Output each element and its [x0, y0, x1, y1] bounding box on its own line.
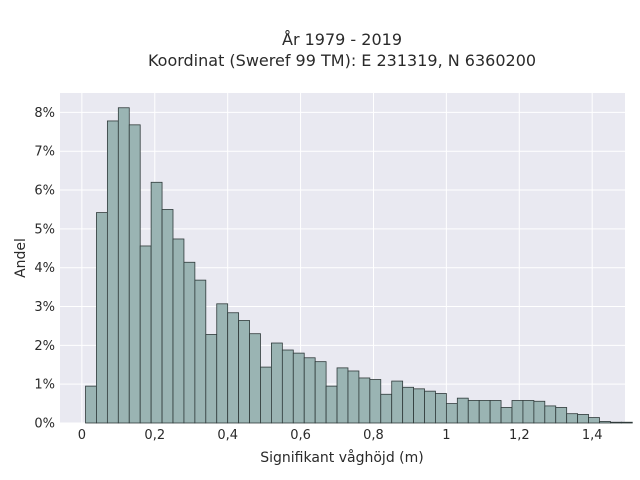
x-tick-label-2: 0,4: [217, 428, 238, 443]
y-tick-label-3: 3%: [34, 300, 55, 315]
histogram-bar-1: [96, 212, 108, 424]
histogram-bar-47: [599, 421, 611, 424]
histogram-bar-11: [205, 334, 218, 424]
histogram-bar-16: [260, 366, 272, 424]
histogram-bar-17: [271, 342, 283, 424]
histogram-bar-18: [281, 349, 294, 424]
y-tick-label-7: 7%: [34, 145, 55, 160]
histogram-bar-15: [249, 333, 261, 424]
y-tick-label-4: 4%: [34, 261, 55, 276]
histogram-bar-45: [577, 414, 589, 424]
histogram-bar-4: [128, 124, 141, 424]
histogram-bar-48: [610, 421, 622, 424]
x-tick-label-5: 1: [442, 428, 450, 443]
x-tick-label-0: 0: [78, 428, 86, 443]
histogram-bar-0: [85, 385, 97, 424]
x-tick-label-7: 1,4: [582, 428, 603, 443]
histogram-bar-31: [424, 390, 436, 424]
y-tick-label-1: 1%: [34, 378, 55, 393]
histogram-bar-27: [380, 393, 393, 424]
x-axis-label: Signifikant våghöjd (m): [260, 449, 423, 466]
histogram-bar-2: [106, 120, 119, 424]
y-tick-label-5: 5%: [34, 222, 55, 237]
histogram-bar-30: [413, 388, 425, 424]
chart-title: År 1979 - 2019: [282, 30, 402, 49]
y-tick-label-6: 6%: [34, 184, 55, 199]
histogram-bar-37: [489, 400, 502, 424]
chart-subtitle: Koordinat (Sweref 99 TM): E 231319, N 63…: [148, 51, 536, 70]
y-tick-label-0: 0%: [34, 417, 55, 432]
y-axis-label: Andel: [13, 238, 29, 278]
histogram-bar-19: [292, 352, 305, 424]
histogram-bar-36: [478, 400, 491, 424]
histogram-bar-35: [467, 400, 480, 424]
histogram-bar-5: [139, 245, 152, 424]
histogram-bar-28: [391, 380, 404, 424]
histogram-bar-20: [303, 357, 316, 424]
y-axis-ticks: 0% 1% 2% 3% 4% 5% 6% 7% 8%: [34, 106, 55, 432]
histogram-bar-24: [347, 370, 360, 424]
histogram-bar-29: [402, 386, 414, 424]
histogram-bar-9: [183, 261, 196, 424]
histogram-bar-38: [500, 407, 513, 424]
histogram-bar-8: [172, 238, 185, 424]
histogram-bar-23: [336, 367, 349, 424]
histogram-bar-33: [445, 403, 458, 424]
histogram-bar-14: [238, 320, 250, 424]
y-tick-label-2: 2%: [34, 339, 55, 354]
histogram-bar-6: [150, 181, 163, 424]
x-tick-label-3: 0,6: [290, 428, 311, 443]
histogram-bar-42: [544, 405, 557, 424]
histogram-bar-32: [435, 393, 447, 424]
x-tick-label-6: 1,2: [509, 428, 530, 443]
histogram-bar-46: [588, 417, 600, 424]
histogram-bar-12: [216, 303, 229, 424]
histogram-bar-34: [456, 397, 469, 424]
histogram-bar-49: [620, 421, 633, 424]
histogram-bar-43: [555, 407, 568, 424]
histogram-bar-21: [314, 361, 327, 424]
histogram-bar-39: [511, 400, 524, 424]
x-tick-label-1: 0,2: [144, 428, 165, 443]
histogram-bar-13: [227, 312, 240, 424]
histogram-bars: [85, 107, 633, 424]
histogram-bar-41: [533, 400, 546, 424]
x-tick-label-4: 0,8: [363, 428, 384, 443]
y-tick-label-8: 8%: [34, 106, 55, 121]
histogram-bar-26: [369, 379, 382, 424]
histogram-bar-3: [117, 107, 130, 424]
histogram-bar-44: [566, 413, 579, 424]
histogram-bar-10: [194, 279, 207, 424]
x-axis-ticks: 0 0,2 0,4 0,6 0,8 1 1,2 1,4: [78, 428, 603, 443]
histogram-bar-22: [325, 385, 338, 424]
histogram-bar-25: [358, 377, 371, 424]
histogram-bar-7: [161, 209, 174, 424]
histogram-bar-40: [522, 400, 535, 424]
